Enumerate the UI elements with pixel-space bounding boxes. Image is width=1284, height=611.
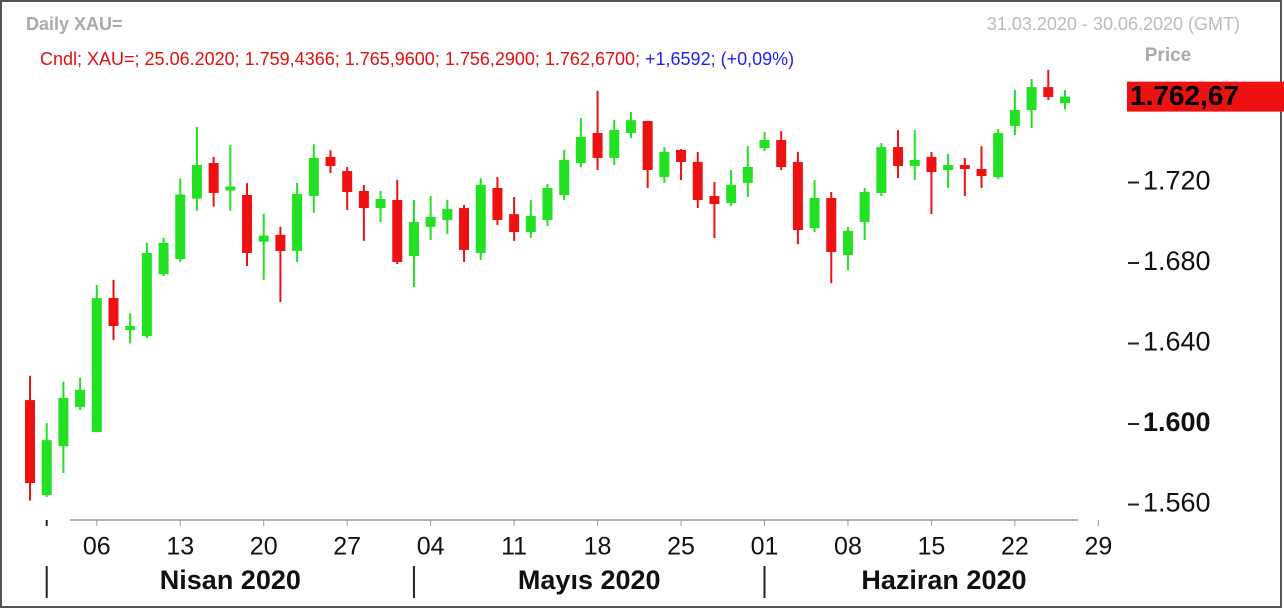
candle-body [826,198,837,252]
candle-body [993,132,1004,178]
candle-body [75,389,86,407]
candle-body [425,216,436,227]
candle-body [225,186,236,191]
candle-body [759,140,770,149]
candle-body [809,198,820,228]
candle-body [609,129,620,158]
candle-body [909,159,920,167]
info-change: +1,6592; (+0,09%) [645,49,794,69]
month-label: Nisan 2020 [160,565,301,595]
candle-body [792,161,803,231]
month-label: Mayıs 2020 [518,565,661,595]
candle-body [58,397,69,447]
x-tick-label: 11 [501,533,527,561]
candle-body [509,214,520,233]
last-price-label: 1.762,67 [1130,80,1239,111]
date-range: 31.03.2020 - 30.06.2020 (GMT) [987,14,1240,34]
y-tick-label: 1.720 [1143,166,1211,196]
candle-body [575,137,586,163]
y-axis-label: Price [1145,45,1191,66]
x-tick-label: 18 [584,533,612,561]
candle-body [592,132,603,158]
y-tick-label: 1.600 [1143,407,1211,437]
x-tick-label: 15 [918,533,946,561]
candle-body [742,167,753,183]
x-tick-label: 20 [250,533,278,561]
candle-body [258,235,269,242]
candle-body [242,194,253,253]
x-tick-label: 04 [417,533,445,561]
candle-body [709,195,720,205]
candle-body [726,184,737,204]
candle-body [108,298,119,327]
candle-body [125,326,136,331]
candle-body [959,164,970,170]
candle-body [642,120,653,171]
candle-body [41,440,52,496]
info-values: Cndl; XAU=; 25.06.2020; 1.759,4366; 1.76… [40,49,640,69]
month-label: Haziran 2020 [861,565,1026,595]
candle-body [342,171,353,192]
candle-body [191,164,202,199]
candle-body [926,156,937,173]
candle-body [625,120,636,133]
x-tick-label: 01 [751,533,779,561]
candle-body [1043,87,1054,97]
candle-body [842,231,853,255]
candle-body [91,298,102,433]
info-line: Cndl; XAU=; 25.06.2020; 1.759,4366; 1.76… [40,49,794,69]
candle-body [158,242,169,275]
x-tick-label: 08 [834,533,862,561]
candle-body [208,162,219,193]
x-tick-label: 22 [1001,533,1029,561]
candle-body [175,194,186,259]
candle-body [893,147,904,167]
candle-body [25,400,36,483]
candle-body [976,169,987,177]
candle-body [459,208,470,250]
candle-body [358,190,369,209]
candle-body [559,159,570,195]
candle-body [141,252,152,337]
candle-body [292,193,303,251]
candle-body [676,149,687,162]
candle-body [392,200,403,263]
candle-body [859,191,870,222]
candle-body [876,147,887,193]
candle-body [1009,110,1020,126]
candle-body [525,215,536,233]
candle-body [442,209,453,220]
x-tick-label: 25 [667,533,695,561]
x-tick-label: 29 [1084,533,1112,561]
last-price-box [1127,81,1284,112]
candle-body [1059,96,1070,104]
candle-body [542,187,553,220]
candle-body [943,164,954,171]
y-tick-label: 1.680 [1143,246,1211,276]
x-tick-label: 13 [166,533,194,561]
x-tick-label: 27 [333,533,361,561]
candle-body [475,184,486,253]
candle-body [375,199,386,209]
y-tick-label: 1.560 [1143,488,1211,518]
candle-body [776,140,787,168]
candle-body [308,157,319,196]
chart-title: Daily XAU= [26,14,123,34]
candle-body [659,151,670,178]
x-tick-label: 06 [83,533,111,561]
candle-body [275,234,286,251]
candle-body [408,221,419,256]
candle-body [1026,87,1037,111]
y-tick-label: 1.640 [1143,327,1211,357]
candle-body [325,156,336,167]
candle-body [492,187,503,220]
candle-body [692,161,703,201]
